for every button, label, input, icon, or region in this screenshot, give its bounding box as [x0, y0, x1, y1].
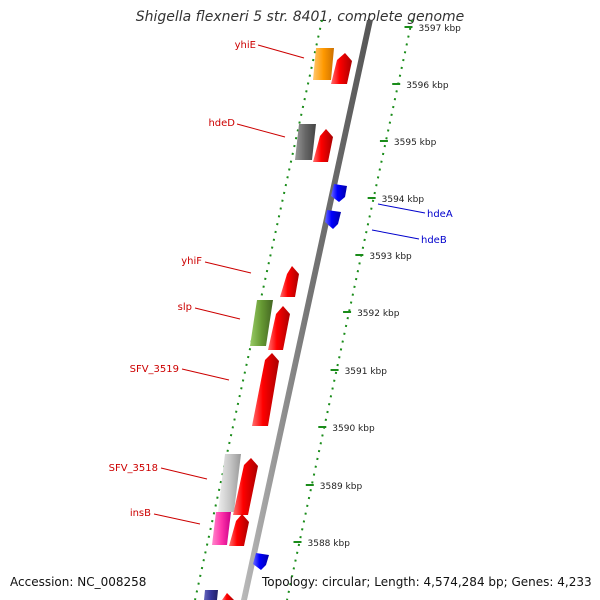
gene-arrow-hdeA[interactable] [331, 184, 347, 202]
gene-arrow-yhiF[interactable] [280, 266, 299, 297]
cog-block-orange [313, 48, 334, 80]
leader-line-yhiE [257, 44, 305, 59]
ruler-tick-label: 3592 kbp [357, 309, 400, 319]
gene-label-hdeB: hdeB [421, 235, 447, 246]
ruler-tick-label: 3591 kbp [345, 367, 388, 377]
cog-block-purple [204, 590, 218, 600]
gene-arrow-reverse[interactable] [253, 553, 269, 570]
ruler-tick-label: 3593 kbp [369, 252, 412, 262]
cog-blocks [204, 48, 334, 600]
leader-line-hdeA [377, 203, 426, 214]
gene-arrow-SFV_3519[interactable] [252, 353, 279, 426]
ruler-ticks: 3597 kbp 3596 kbp 3595 kbp 3594 kbp 3593 kbp… [293, 24, 461, 549]
gene-label-yhiF: yhiF [181, 256, 202, 267]
gene-labels: yhiE hdeD hdeA hdeB yhiF slp SFV_3519 SFV_3518i… [109, 40, 453, 519]
leader-line-hdeB [371, 229, 420, 240]
leader-line-yhiF [204, 261, 252, 274]
cog-block-olive [250, 300, 273, 346]
ruler-tick-label: 3589 kbp [320, 482, 363, 492]
gene-arrow-hdeD[interactable] [313, 129, 333, 162]
gene-label-hdeA: hdeA [427, 209, 453, 220]
ruler-tick-label: 3596 kbp [406, 81, 449, 91]
gene-label-insB: insB [130, 508, 151, 519]
gene-arrow-slp[interactable] [268, 306, 290, 350]
gene-label-SFV_3519: SFV_3519 [130, 364, 179, 375]
gene-features[interactable] [222, 53, 352, 600]
accession-label: Accession: NC_008258 [10, 575, 147, 589]
gene-arrow-SFV_3518[interactable] [233, 458, 258, 515]
leader-line-slp [194, 307, 241, 320]
map-title: Shigella flexneri 5 str. 8401, complete … [135, 9, 465, 25]
cog-block-lightgray [218, 454, 241, 512]
outer-dotted-track [286, 19, 413, 600]
cog-block-darkgray [295, 124, 316, 160]
leader-line-hdeD [236, 123, 286, 138]
gene-label-hdeD: hdeD [208, 118, 235, 129]
gene-arrow-yhiE[interactable] [331, 53, 352, 84]
gene-arrow-insB[interactable] [229, 514, 249, 546]
gene-label-SFV_3518: SFV_3518 [109, 463, 158, 474]
gene-label-yhiE: yhiE [235, 40, 256, 51]
ruler-tick-label: 3594 kbp [382, 195, 425, 205]
topology-label: Topology: circular; Length: 4,574,284 bp… [262, 575, 592, 589]
ruler-tick-label: 3590 kbp [332, 424, 375, 434]
gene-arrow-partial[interactable] [222, 593, 234, 600]
cog-block-magenta [212, 512, 231, 545]
genome-backbone [241, 20, 373, 600]
leader-line-insB [153, 513, 201, 525]
leader-line-SFV_3519 [181, 368, 230, 381]
label-leaders [153, 44, 426, 525]
leader-line-SFV_3518 [160, 467, 208, 480]
ruler-tick-label: 3595 kbp [394, 138, 437, 148]
gene-arrow-hdeB[interactable] [325, 210, 341, 229]
ruler-tick-label: 3597 kbp [418, 24, 461, 34]
gene-label-slp: slp [178, 302, 192, 313]
ruler-tick-label: 3588 kbp [308, 539, 351, 549]
